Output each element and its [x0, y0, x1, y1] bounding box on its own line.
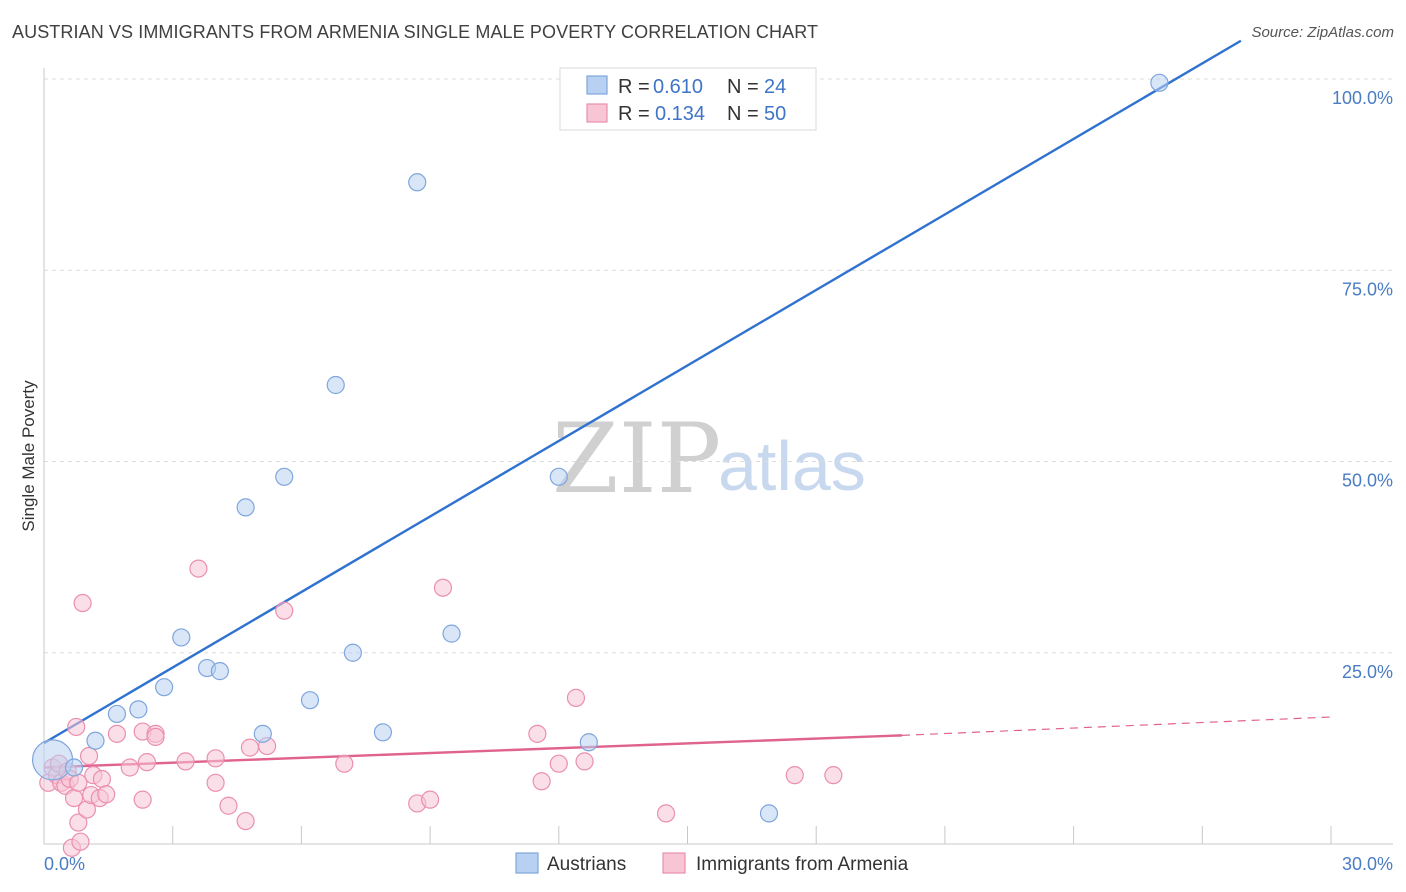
point-austrians — [275, 467, 294, 486]
watermark-atlas: atlas — [718, 427, 866, 505]
point-austrians — [759, 804, 779, 823]
legend-bottom-swatch-austrians — [515, 852, 539, 874]
point-armenia — [206, 749, 225, 768]
legend-n-value-austrians: 24 — [764, 76, 786, 98]
point-austrians — [343, 643, 362, 662]
y-tick-label: 25.0% — [1342, 662, 1393, 682]
point-austrians — [210, 662, 229, 681]
data-points — [31, 73, 1169, 857]
point-austrians — [236, 498, 255, 517]
point-austrians — [155, 678, 174, 697]
x-tick-label: 0.0% — [44, 854, 85, 874]
point-austrians — [408, 173, 427, 192]
point-austrians — [300, 691, 320, 710]
legend-bottom-swatch-armenia — [662, 852, 686, 874]
point-austrians — [31, 739, 74, 781]
point-austrians — [64, 758, 84, 777]
point-armenia — [120, 758, 139, 777]
point-austrians — [579, 733, 598, 752]
point-armenia — [824, 766, 843, 785]
point-austrians — [172, 628, 191, 647]
point-armenia — [73, 593, 92, 613]
point-armenia — [79, 746, 99, 766]
chart-title: AUSTRIAN VS IMMIGRANTS FROM ARMENIA SING… — [12, 22, 819, 42]
legend-n-label-armenia: N = — [727, 103, 759, 125]
legend-r-value-armenia: 0.134 — [655, 103, 705, 125]
point-austrians — [1150, 73, 1169, 92]
trend-line-armenia — [43, 734, 903, 769]
point-armenia — [97, 785, 116, 804]
point-armenia — [566, 688, 586, 707]
point-armenia — [240, 738, 260, 757]
point-austrians — [373, 723, 393, 742]
point-austrians — [442, 624, 461, 643]
legend-n-label-austrians: N = — [727, 76, 759, 98]
y-tick-label: 50.0% — [1342, 471, 1393, 491]
legend-n-value-armenia: 50 — [764, 103, 786, 125]
point-armenia — [176, 752, 195, 771]
legend-swatch-austrians — [586, 75, 608, 95]
point-austrians — [129, 700, 148, 719]
point-austrians — [549, 467, 568, 486]
legend-bottom-label-armenia: Immigrants from Armenia — [696, 854, 909, 875]
point-armenia — [69, 813, 88, 832]
point-armenia — [528, 724, 547, 743]
point-armenia — [107, 724, 127, 743]
trend-line-extension-armenia — [901, 716, 1332, 736]
legend-r-label-armenia: R = — [618, 103, 650, 125]
y-axis-label: Single Male Poverty — [19, 380, 38, 532]
legend-r-value-austrians: 0.610 — [653, 76, 703, 98]
source-label: Source: ZipAtlas.com — [1251, 24, 1394, 41]
point-austrians — [326, 375, 345, 395]
point-armenia — [275, 601, 294, 620]
point-austrians — [86, 731, 105, 750]
watermark-zip: ZIP — [552, 403, 721, 515]
point-austrians — [107, 704, 127, 724]
point-armenia — [575, 752, 594, 771]
point-armenia — [69, 773, 88, 792]
y-tick-label: 75.0% — [1342, 279, 1393, 299]
point-armenia — [421, 790, 440, 809]
axes: 25.0% 50.0% 75.0% 100.0% 0.0% 30.0% — [43, 68, 1393, 874]
point-armenia — [335, 754, 354, 773]
legend-swatch-armenia — [586, 103, 608, 123]
point-armenia — [433, 578, 453, 597]
point-armenia — [206, 773, 225, 792]
point-armenia — [146, 727, 165, 747]
point-armenia — [656, 804, 676, 823]
point-armenia — [189, 559, 208, 578]
legend-bottom-label-austrians: Austrians — [547, 854, 626, 875]
point-armenia — [219, 796, 238, 815]
legend-top: R = 0.610 N = 24 R = 0.134 N = 50 — [559, 67, 817, 131]
point-armenia — [532, 772, 551, 791]
legend-bottom: Austrians Immigrants from Armenia — [515, 852, 909, 875]
gridlines — [44, 78, 1394, 654]
x-tick-label: 30.0% — [1342, 854, 1393, 874]
trend-line-austrians — [43, 39, 1242, 745]
point-armenia — [236, 811, 255, 831]
legend-r-label-austrians: R = — [618, 76, 650, 98]
point-armenia — [92, 769, 112, 789]
point-armenia — [71, 832, 90, 851]
point-armenia — [785, 766, 804, 785]
point-armenia — [137, 753, 157, 772]
point-armenia — [549, 754, 568, 773]
y-tick-label: 100.0% — [1332, 88, 1393, 108]
point-austrians — [253, 724, 272, 743]
point-armenia — [67, 717, 86, 737]
point-armenia — [133, 790, 152, 809]
